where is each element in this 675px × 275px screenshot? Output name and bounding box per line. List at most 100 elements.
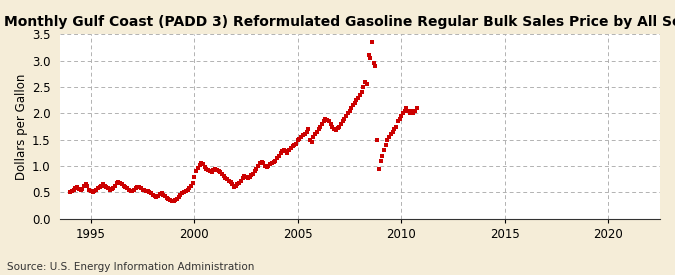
Point [139,188,150,192]
Point [90,188,101,192]
Point [260,164,271,168]
Point [398,111,408,116]
Point [294,136,305,141]
Point [236,178,246,183]
Point [298,133,308,138]
Point [92,186,103,190]
Point [66,189,77,194]
Point [270,159,281,163]
Point [120,185,131,189]
Point [199,165,210,169]
Point [122,186,132,190]
Point [354,93,365,97]
Point [261,165,272,169]
Point [330,128,341,133]
Point [280,149,291,153]
Point [189,174,200,179]
Point [210,166,221,171]
Point [159,194,170,198]
Point [265,162,275,167]
Point [68,188,79,192]
Point [106,187,117,191]
Point [223,178,234,183]
Point [372,138,383,142]
Point [80,182,91,187]
Point [412,106,423,110]
Point [346,106,356,110]
Text: Source: U.S. Energy Information Administration: Source: U.S. Energy Information Administ… [7,262,254,272]
Point [267,161,277,166]
Point [217,172,227,176]
Point [142,189,153,194]
Point [187,181,198,185]
Point [196,161,207,166]
Point [84,188,95,192]
Point [215,170,225,175]
Point [194,163,205,167]
Point [130,186,141,190]
Point [310,132,321,137]
Point [227,182,238,187]
Point [117,182,128,187]
Point [127,189,138,194]
Point [109,184,120,188]
Point [410,109,421,113]
Point [97,182,108,187]
Point [381,143,392,147]
Point [163,197,174,201]
Point [153,193,163,198]
Point [394,116,405,121]
Point [251,166,262,171]
Point [101,185,112,189]
Point [105,188,115,192]
Point [263,164,274,168]
Point [329,127,340,131]
Point [256,160,267,164]
Point [155,192,165,197]
Point [158,193,169,197]
Point [77,187,88,191]
Point [246,173,256,177]
Point [332,126,343,130]
Point [115,181,126,185]
Point [360,79,371,84]
Point [111,181,122,185]
Point [301,130,312,134]
Point [325,122,336,126]
Point [208,168,219,172]
Point [113,180,124,184]
Point [370,64,381,68]
Point [65,190,76,195]
Point [296,135,306,139]
Point [315,124,325,129]
Point [375,159,386,163]
Point [356,90,367,95]
Point [367,40,377,45]
Point [237,175,248,180]
Point [242,175,253,180]
Point [140,189,151,193]
Point [177,191,188,196]
Point [167,199,178,203]
Point [132,185,143,189]
Point [151,194,162,199]
Point [211,168,222,172]
Point [72,185,82,189]
Point [335,122,346,126]
Point [342,111,353,116]
Point [202,168,213,172]
Point [338,119,348,123]
Point [387,130,398,134]
Point [213,169,224,174]
Point [403,109,414,113]
Point [406,109,417,113]
Point [170,198,181,202]
Point [201,166,212,171]
Point [404,111,415,116]
Point [218,173,229,178]
Point [304,138,315,142]
Point [286,145,296,150]
Point [361,82,372,86]
Point [184,186,194,190]
Point [391,124,402,129]
